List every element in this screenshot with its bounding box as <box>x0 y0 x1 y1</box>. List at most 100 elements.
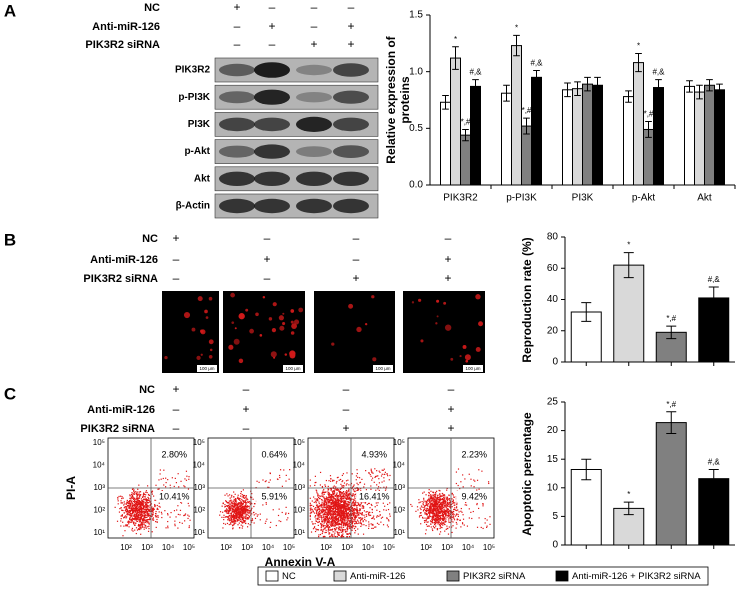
event-dot <box>361 505 364 507</box>
event-dot <box>241 521 243 524</box>
event-dot <box>433 508 435 510</box>
error-bar <box>533 70 540 85</box>
event-dot <box>334 495 336 497</box>
event-dot <box>471 517 473 520</box>
event-dot <box>378 482 380 484</box>
event-dot <box>133 504 135 507</box>
event-dot <box>248 516 250 519</box>
event-dot <box>235 517 237 520</box>
event-dot <box>318 510 321 513</box>
event-dot <box>430 510 432 512</box>
event-dot <box>320 498 323 501</box>
event-dot <box>432 511 434 513</box>
event-dot <box>446 502 449 504</box>
event-dot <box>432 494 434 496</box>
event-dot <box>158 488 160 490</box>
event-dot <box>132 515 134 517</box>
event-dot <box>126 506 128 508</box>
event-dot <box>148 513 150 516</box>
event-dot <box>443 506 445 508</box>
event-dot <box>460 526 462 528</box>
blot-label: PI3K <box>188 119 211 130</box>
event-dot <box>420 512 422 514</box>
event-dot <box>265 503 267 505</box>
event-dot <box>426 502 428 504</box>
legend-label: Anti-miR-126 + PIK3R2 siRNA <box>572 571 701 582</box>
event-dot <box>443 496 445 499</box>
panel-label: C <box>4 384 16 403</box>
event-dot <box>449 507 452 509</box>
event-dot <box>429 510 431 512</box>
event-dot <box>155 516 157 518</box>
event-dot <box>426 503 428 506</box>
event-dot <box>368 525 370 527</box>
event-dot <box>226 505 228 507</box>
error-bar <box>574 81 581 96</box>
event-dot <box>245 510 247 512</box>
event-dot <box>154 505 156 507</box>
pct-bg <box>356 449 393 460</box>
event-dot <box>244 511 246 513</box>
event-dot <box>322 490 324 492</box>
event-dot <box>137 499 139 501</box>
event-dot <box>133 491 135 493</box>
event-dot <box>285 474 287 476</box>
event-dot <box>144 509 146 511</box>
event-dot <box>138 509 140 511</box>
event-dot <box>365 511 367 513</box>
event-dot <box>173 510 176 512</box>
event-dot <box>125 510 127 512</box>
event-dot <box>348 496 351 498</box>
event-dot <box>339 528 341 530</box>
event-dot <box>424 500 426 502</box>
event-dot <box>264 480 266 483</box>
event-dot <box>330 510 332 512</box>
event-dot <box>346 517 349 519</box>
event-dot <box>132 510 135 512</box>
event-dot <box>426 525 428 527</box>
event-dot <box>223 522 225 525</box>
event-dot <box>354 518 356 520</box>
event-dot <box>432 500 434 502</box>
event-dot <box>431 502 433 504</box>
event-dot <box>347 493 350 495</box>
event-dot <box>245 514 247 516</box>
event-dot <box>449 516 451 519</box>
event-dot <box>449 498 451 500</box>
event-dot <box>454 508 456 511</box>
event-dot <box>359 520 362 522</box>
event-dot <box>149 518 151 521</box>
event-dot <box>323 496 325 498</box>
event-dot <box>437 496 440 499</box>
event-dot <box>453 504 455 506</box>
event-dot <box>349 520 351 522</box>
flow-x-tick: 10⁴ <box>462 543 475 552</box>
event-dot <box>137 503 139 505</box>
y-tick-label: 40 <box>547 294 559 305</box>
flow-x-tick: 10⁴ <box>162 543 175 552</box>
event-dot <box>453 508 455 511</box>
event-dot <box>324 505 326 507</box>
event-dot <box>333 507 335 509</box>
event-dot <box>334 492 336 494</box>
event-dot <box>143 493 145 496</box>
event-dot <box>332 505 334 507</box>
event-dot <box>339 503 341 505</box>
event-dot <box>434 502 436 504</box>
event-dot <box>309 485 311 487</box>
event-dot <box>240 510 243 512</box>
event-dot <box>436 499 438 502</box>
event-dot <box>430 507 432 509</box>
event-dot <box>130 508 132 510</box>
event-dot <box>337 534 340 536</box>
event-dot <box>318 521 320 523</box>
event-dot <box>265 520 267 522</box>
event-dot <box>340 508 342 510</box>
event-dot <box>142 508 145 510</box>
event-dot <box>143 523 145 526</box>
event-dot <box>253 522 255 524</box>
event-dot <box>146 519 148 521</box>
event-dot <box>318 501 320 503</box>
event-dot <box>347 501 349 503</box>
event-dot <box>434 509 437 511</box>
